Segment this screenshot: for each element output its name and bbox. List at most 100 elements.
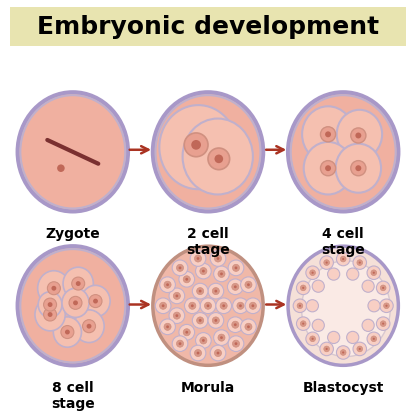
Text: Zygote: Zygote [45,227,100,241]
Ellipse shape [385,305,388,307]
Ellipse shape [384,303,389,309]
Ellipse shape [247,283,250,286]
Ellipse shape [320,127,336,142]
Ellipse shape [362,319,374,332]
Ellipse shape [234,323,237,326]
Ellipse shape [73,300,78,305]
Ellipse shape [156,95,260,208]
Ellipse shape [191,305,194,307]
Ellipse shape [200,298,216,314]
Ellipse shape [179,324,195,340]
Ellipse shape [300,321,306,327]
Ellipse shape [166,325,169,328]
Ellipse shape [234,285,237,288]
Ellipse shape [214,266,229,282]
Ellipse shape [353,342,366,356]
Ellipse shape [382,322,384,325]
Ellipse shape [69,296,82,310]
Ellipse shape [228,317,243,332]
Ellipse shape [218,270,225,277]
Ellipse shape [20,249,125,362]
Ellipse shape [183,119,253,194]
Ellipse shape [320,256,333,269]
Ellipse shape [367,332,381,346]
Ellipse shape [376,317,390,330]
Ellipse shape [17,246,128,365]
Ellipse shape [247,325,250,328]
Ellipse shape [297,317,310,330]
Ellipse shape [240,277,256,292]
Ellipse shape [153,246,263,365]
Ellipse shape [324,346,329,352]
Ellipse shape [74,310,104,342]
Ellipse shape [357,260,363,265]
Ellipse shape [176,295,178,297]
Ellipse shape [249,302,256,309]
Ellipse shape [367,266,381,280]
Ellipse shape [347,268,359,280]
Ellipse shape [205,302,211,309]
Ellipse shape [362,280,374,292]
Ellipse shape [217,257,219,260]
Ellipse shape [304,142,352,194]
Ellipse shape [190,345,206,361]
Ellipse shape [235,342,238,345]
Ellipse shape [302,261,390,357]
Ellipse shape [169,308,185,324]
Ellipse shape [380,299,393,312]
Ellipse shape [214,290,217,292]
Ellipse shape [172,260,188,276]
Ellipse shape [191,140,201,150]
Ellipse shape [220,302,227,309]
Text: 4 cell
stage: 4 cell stage [321,227,365,257]
Ellipse shape [197,317,204,324]
Ellipse shape [297,303,303,309]
Ellipse shape [162,305,164,307]
Ellipse shape [164,281,171,288]
Ellipse shape [190,251,206,266]
Ellipse shape [232,283,239,290]
Ellipse shape [312,280,324,292]
FancyBboxPatch shape [10,7,406,46]
Ellipse shape [200,267,207,275]
Ellipse shape [160,302,167,309]
Ellipse shape [325,165,331,171]
Ellipse shape [82,320,96,333]
Ellipse shape [351,161,366,176]
Ellipse shape [197,352,199,354]
Ellipse shape [326,262,328,264]
Ellipse shape [178,342,181,345]
Ellipse shape [93,299,98,304]
Ellipse shape [215,154,223,163]
Ellipse shape [355,133,362,139]
Ellipse shape [222,305,225,307]
Ellipse shape [340,349,346,355]
Ellipse shape [160,277,176,292]
Ellipse shape [373,338,375,340]
Ellipse shape [48,312,52,317]
Ellipse shape [336,144,381,193]
Ellipse shape [324,260,329,265]
Ellipse shape [208,283,224,299]
Ellipse shape [65,329,70,334]
Ellipse shape [195,349,201,357]
Ellipse shape [300,285,306,291]
Ellipse shape [87,324,92,329]
Ellipse shape [347,331,359,344]
Ellipse shape [166,283,169,286]
Ellipse shape [89,295,102,307]
Ellipse shape [200,337,207,344]
Ellipse shape [302,106,354,162]
Ellipse shape [196,263,211,279]
Ellipse shape [220,272,223,275]
Ellipse shape [176,340,183,347]
Ellipse shape [306,266,319,280]
Ellipse shape [228,260,244,276]
Ellipse shape [202,270,205,272]
Ellipse shape [228,336,244,352]
Ellipse shape [186,278,188,281]
Ellipse shape [186,331,188,334]
Ellipse shape [183,276,190,283]
Ellipse shape [169,288,185,304]
Ellipse shape [37,271,70,306]
